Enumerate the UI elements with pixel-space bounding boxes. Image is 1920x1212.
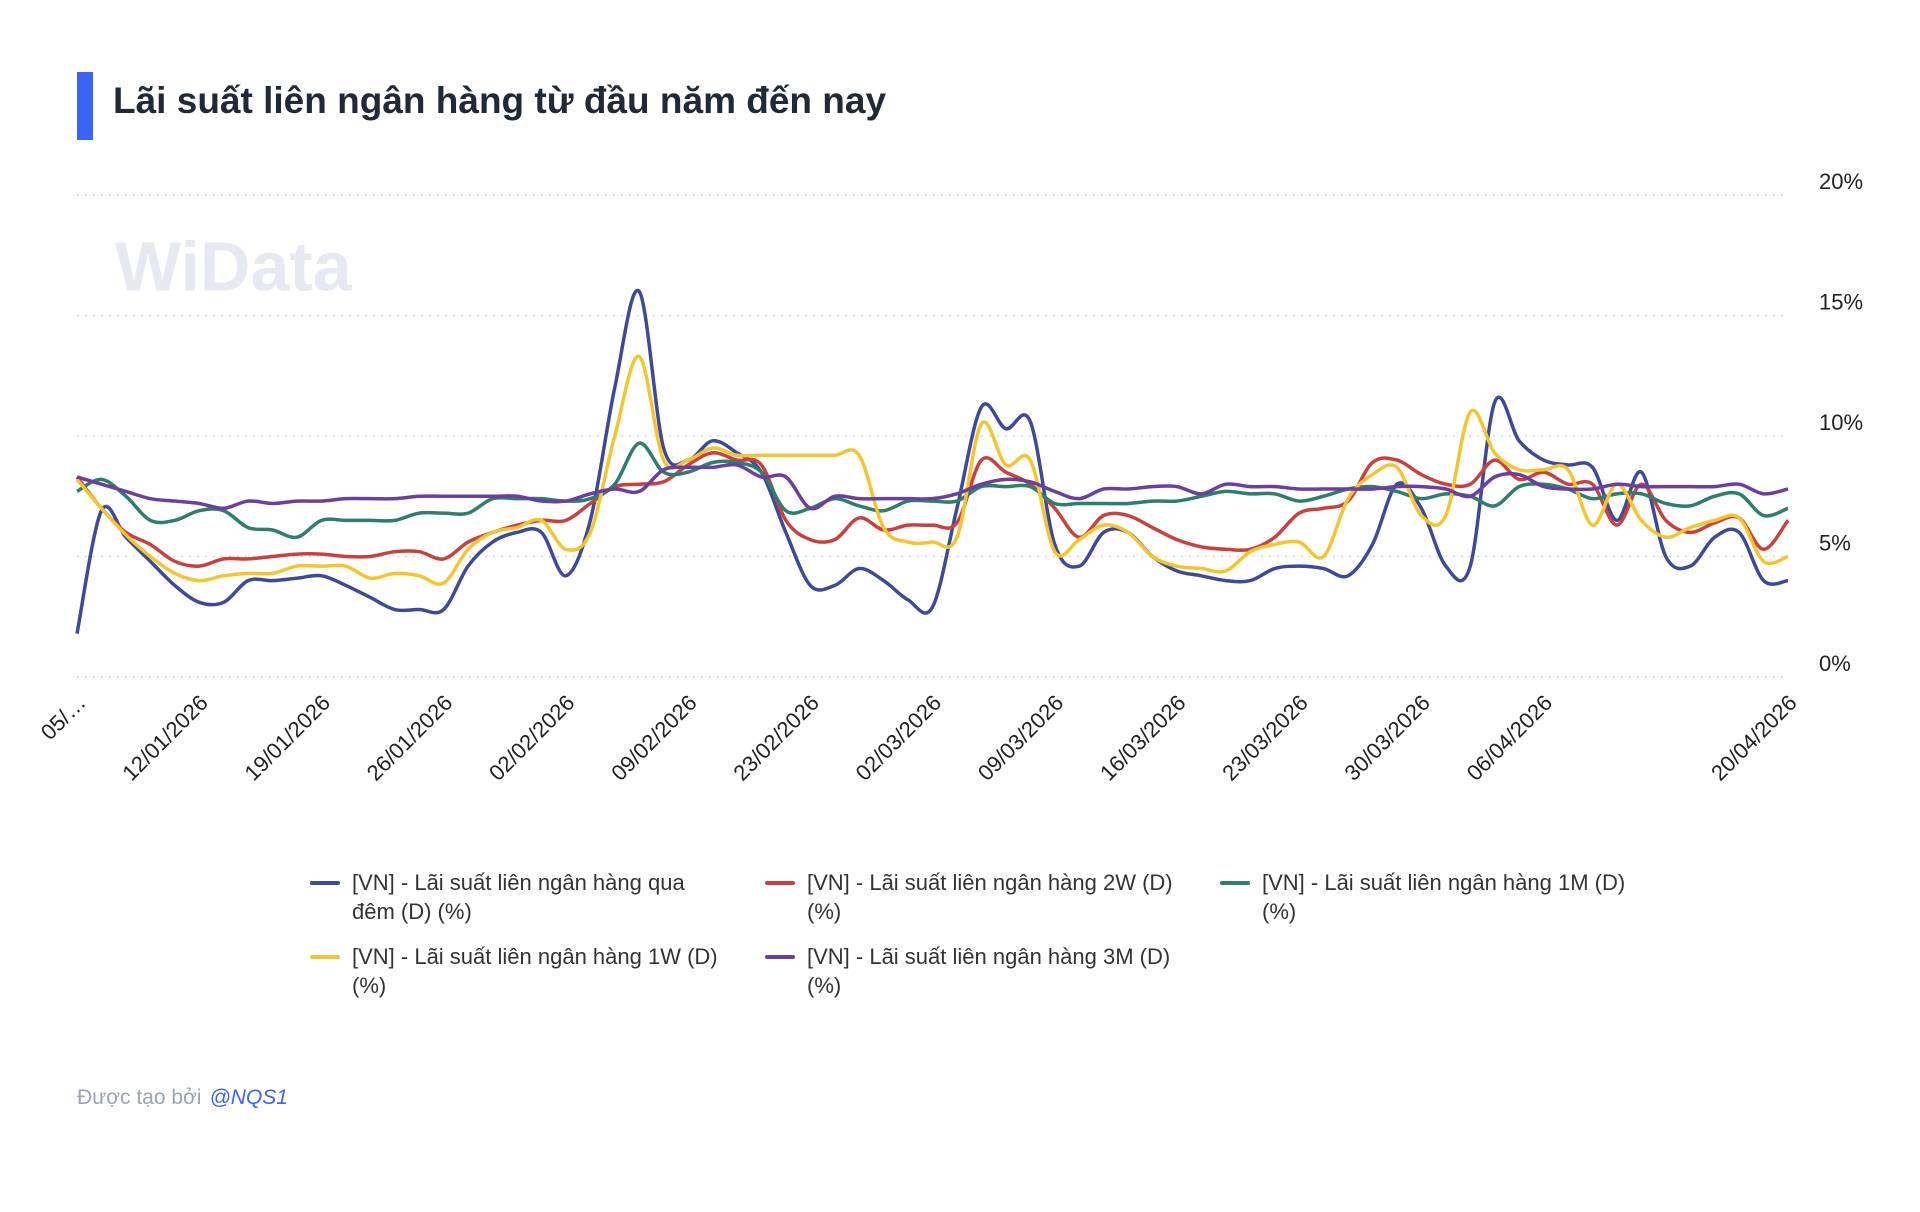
y-tick-label: 5%: [1819, 530, 1851, 555]
x-tick-label: 06/04/2026: [1462, 690, 1558, 786]
legend-item[interactable]: [VN] - Lãi suất liên ngân hàng qua đêm (…: [310, 868, 730, 926]
footer-author[interactable]: @NQS1: [209, 1086, 288, 1109]
legend-label: [VN] - Lãi suất liên ngân hàng 2W (D) (%…: [807, 870, 1173, 924]
legend-item[interactable]: [VN] - Lãi suất liên ngân hàng 3M (D) (%…: [765, 942, 1185, 1000]
legend-label: [VN] - Lãi suất liên ngân hàng 3M (D) (%…: [807, 944, 1171, 998]
legend-item[interactable]: [VN] - Lãi suất liên ngân hàng 2W (D) (%…: [765, 868, 1185, 926]
series-line: [76, 462, 1789, 511]
series-line: [75, 288, 1789, 634]
legend-swatch: [310, 881, 340, 885]
legend-item[interactable]: [VN] - Lãi suất liên ngân hàng 1W (D) (%…: [310, 942, 730, 1000]
x-tick-label: 26/01/2026: [362, 690, 458, 786]
chart-title: Lãi suất liên ngân hàng từ đầu năm đến n…: [113, 80, 887, 121]
legend-swatch: [765, 955, 795, 959]
legend-swatch: [310, 955, 340, 959]
chart: WiData 0% 5% 10% 15% 20% 05/… 12/01/2026 19/01/…: [36, 169, 1863, 786]
legend-label: [VN] - Lãi suất liên ngân hàng 1M (D) (%…: [1262, 870, 1626, 924]
x-tick-label: 19/01/2026: [240, 690, 336, 786]
legend-swatch: [1220, 881, 1250, 885]
x-tick-label: 12/01/2026: [117, 690, 213, 786]
y-tick-label: 10%: [1819, 410, 1863, 435]
x-tick-label: 23/02/2026: [728, 690, 824, 786]
x-tick-label: 09/03/2026: [973, 690, 1069, 786]
legend-label: [VN] - Lãi suất liên ngân hàng qua đêm (…: [352, 870, 685, 924]
watermark: WiData: [115, 227, 353, 305]
x-tick-label: 30/03/2026: [1339, 690, 1435, 786]
x-tick-label: 23/03/2026: [1217, 690, 1313, 786]
footer-text: Được tạo bởi: [77, 1086, 202, 1109]
y-tick-label: 0%: [1819, 651, 1851, 676]
x-tick-label: 16/03/2026: [1095, 690, 1191, 786]
y-tick-label: 15%: [1819, 289, 1863, 314]
x-tick-label: 20/04/2026: [1706, 690, 1802, 786]
legend-item[interactable]: [VN] - Lãi suất liên ngân hàng 1M (D) (%…: [1220, 868, 1640, 926]
title-accent: [77, 72, 93, 140]
x-tick-label: 09/02/2026: [606, 690, 702, 786]
series-line: [75, 451, 1790, 568]
series-line: [76, 441, 1789, 540]
series-line: [75, 354, 1789, 586]
x-tick-label: 02/03/2026: [851, 690, 947, 786]
x-tick-label: 02/02/2026: [484, 690, 580, 786]
footer: Được tạo bởi @NQS1: [77, 1086, 288, 1110]
y-tick-label: 20%: [1819, 169, 1863, 194]
legend-swatch: [765, 881, 795, 885]
legend-label: [VN] - Lãi suất liên ngân hàng 1W (D) (%…: [352, 944, 718, 998]
x-tick-label: 05/…: [36, 690, 91, 745]
